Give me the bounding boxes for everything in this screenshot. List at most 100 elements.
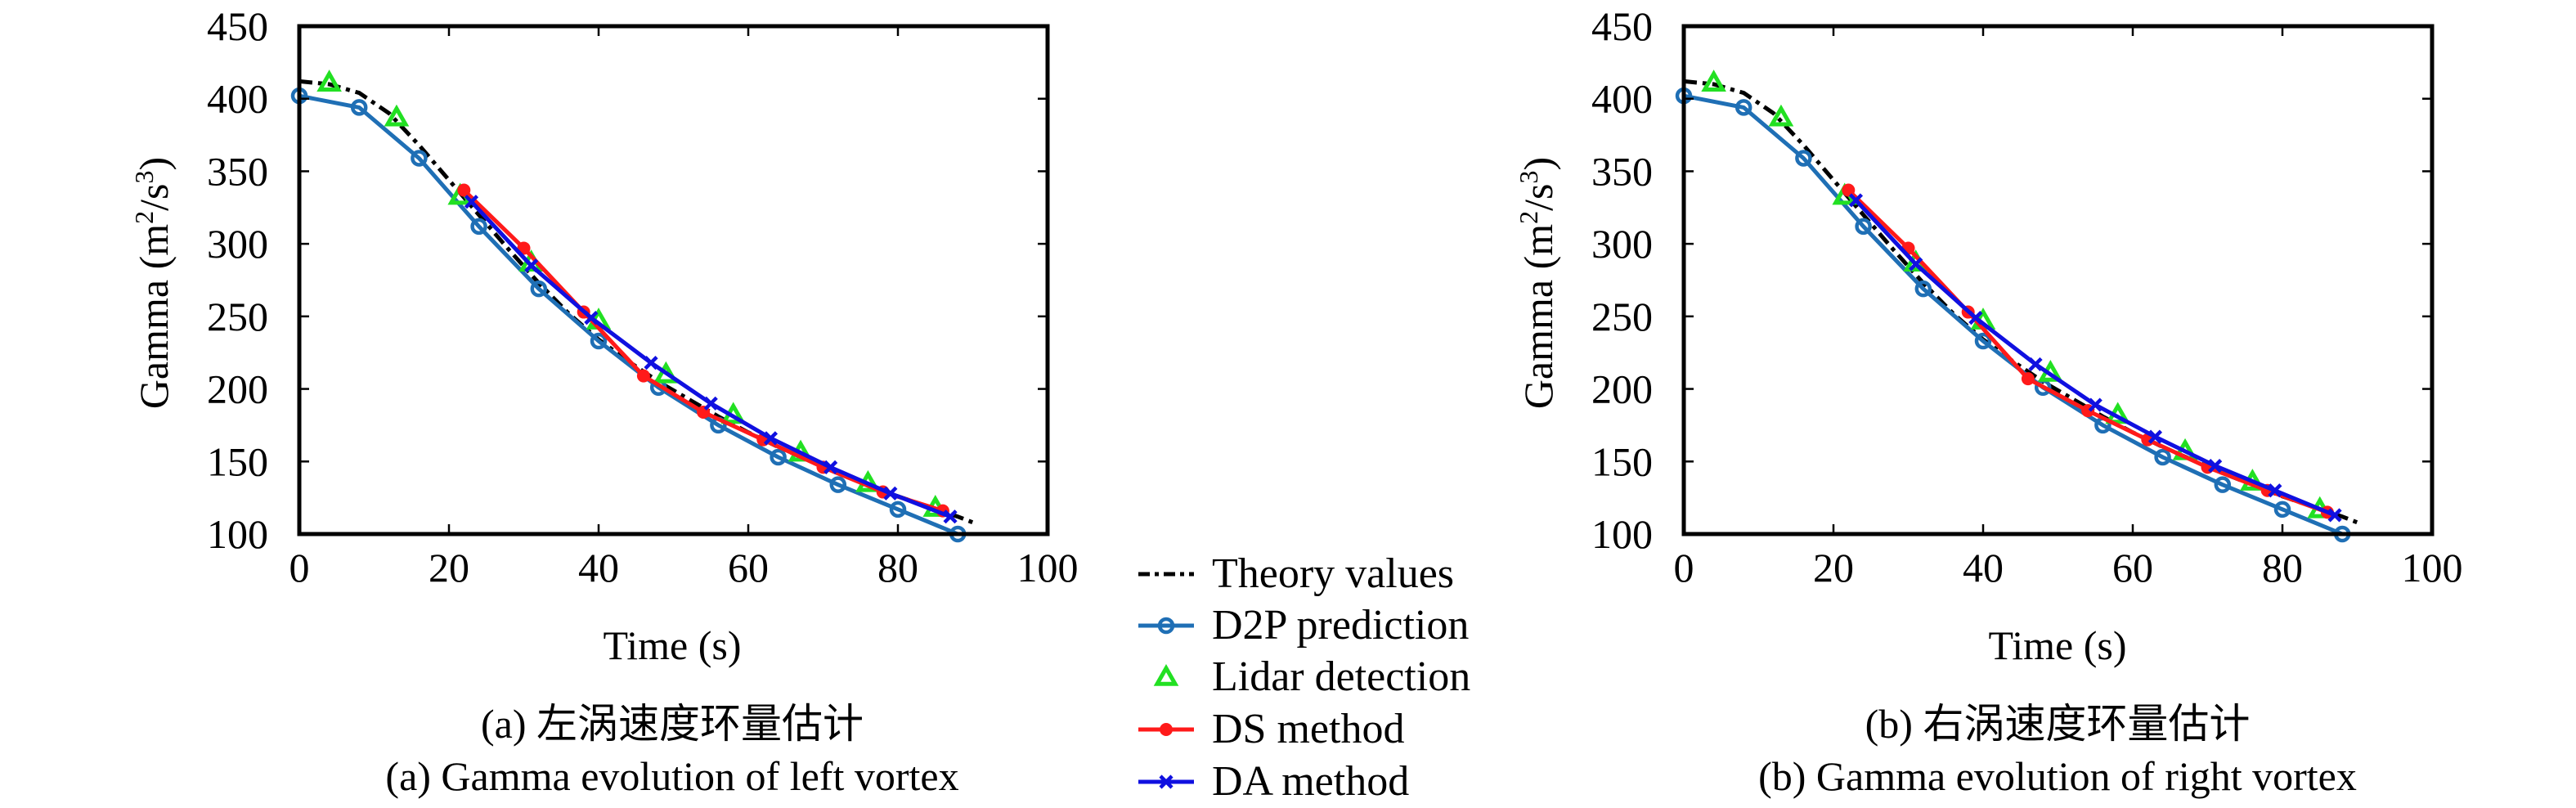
- series-line-d2p-prediction: [1683, 93, 2344, 536]
- data-point-lidar-detection: [653, 361, 679, 384]
- data-point-da-method: [2088, 397, 2103, 412]
- y-tick-label: 200: [1591, 366, 1653, 412]
- y-tick-label: 250: [1591, 294, 1653, 339]
- data-point-d2p-prediction: [1974, 332, 1992, 350]
- plot-area: [290, 70, 974, 543]
- data-point-d2p-prediction: [590, 332, 608, 350]
- data-point-da-method: [2208, 459, 2223, 474]
- x-tick-label: 80: [877, 545, 918, 590]
- data-point-d2p-prediction: [889, 501, 907, 518]
- data-point-lidar-detection: [316, 70, 342, 92]
- data-point-da-method: [703, 396, 718, 411]
- legend-swatch-x-line: [1138, 774, 1194, 789]
- x-tick-label: 60: [2112, 545, 2153, 590]
- legend-swatch-circle-line: [1138, 617, 1194, 635]
- data-point-d2p-prediction: [350, 99, 368, 116]
- y-tick-label: 450: [207, 3, 268, 49]
- legend: Theory values D2P prediction Lidar detec…: [1138, 550, 1470, 805]
- caption-chinese: (a) 左涡速度环量估计: [481, 701, 864, 747]
- y-tick-label: 350: [1591, 148, 1653, 194]
- legend-label: DA method: [1212, 758, 1409, 805]
- x-axis-label: Time (s): [603, 622, 741, 668]
- legend-label: DS method: [1212, 706, 1404, 752]
- data-point-da-method: [644, 356, 658, 370]
- series-da-method: [1848, 193, 2342, 523]
- data-point-d2p-prediction: [411, 150, 428, 167]
- y-axis-label: Gamma (m2/s3): [129, 157, 177, 409]
- data-point-d2p-prediction: [1914, 280, 1932, 298]
- y-tick-label: 200: [207, 366, 268, 412]
- plot-frame: [297, 24, 1050, 536]
- legend-label: Theory values: [1212, 550, 1454, 597]
- y-tick-label: 100: [1591, 511, 1653, 557]
- legend-entry-d2p: D2P prediction: [1138, 602, 1469, 649]
- y-tick-label: 150: [1591, 438, 1653, 484]
- caption-chinese: (b) 右涡速度环量估计: [1865, 701, 2251, 747]
- series-line-theory-values: [1683, 79, 2358, 525]
- x-tick-label: 20: [429, 545, 469, 590]
- series-line-ds-method: [1847, 188, 2328, 514]
- x-tick-label: 0: [1674, 545, 1694, 590]
- series-da-method: [464, 195, 958, 524]
- caption-english: (a) Gamma evolution of left vortex: [385, 753, 958, 799]
- data-point-lidar-detection: [1701, 70, 1726, 92]
- y-axis-label: Gamma (m2/s3): [1514, 157, 1561, 409]
- legend-marker: [1157, 617, 1175, 635]
- series-theory-values: [1683, 79, 2358, 525]
- legend-entry-ds: DS method: [1138, 706, 1404, 752]
- series-ds-method: [457, 183, 949, 518]
- legend-entry-da: DA method: [1138, 758, 1409, 805]
- x-tick-label: 60: [728, 545, 769, 590]
- series-d2p-prediction: [290, 87, 967, 543]
- plot-frame: [1681, 24, 2435, 536]
- chart-left-vortex: Gamma (m2/s3) Time (s) (a) 左涡速度环量估计 (a) …: [129, 3, 1079, 799]
- data-point-da-method: [883, 486, 898, 501]
- legend-entry-lidar: Lidar detection: [1153, 653, 1470, 700]
- y-tick-label: 150: [207, 438, 268, 484]
- x-tick-label: 40: [578, 545, 619, 590]
- series-line-d2p-prediction: [298, 93, 959, 536]
- chart-right-vortex: Gamma (m2/s3) Time (s) (b) 右涡速度环量估计 (b) …: [1514, 3, 2463, 799]
- data-point-d2p-prediction: [2214, 476, 2232, 493]
- x-axis-label: Time (s): [1988, 622, 2126, 668]
- data-point-ds-method: [636, 369, 650, 383]
- data-point-da-method: [524, 258, 539, 273]
- y-tick-label: 350: [207, 148, 268, 194]
- data-point-da-method: [763, 431, 779, 446]
- data-point-d2p-prediction: [2273, 501, 2291, 518]
- data-point-da-method: [1848, 193, 1864, 208]
- data-point-da-method: [943, 509, 958, 524]
- series-line-da-method: [469, 200, 951, 519]
- data-point-da-method: [464, 195, 479, 209]
- series-line-da-method: [1854, 199, 2336, 518]
- y-tick-label: 400: [1591, 76, 1653, 122]
- data-point-lidar-detection: [384, 104, 410, 127]
- data-point-da-method: [1909, 257, 1923, 272]
- data-point-da-method: [2268, 483, 2282, 498]
- data-point-da-method: [2147, 429, 2163, 444]
- legend-label: D2P prediction: [1212, 602, 1469, 649]
- data-point-ds-method: [2021, 372, 2035, 386]
- legend-entry-theory: Theory values: [1138, 550, 1454, 597]
- y-tick-label: 250: [207, 294, 268, 339]
- data-point-d2p-prediction: [2154, 448, 2171, 466]
- series-d2p-prediction: [1675, 87, 2351, 543]
- data-point-da-method: [1968, 311, 1983, 325]
- x-tick-label: 40: [1963, 545, 2004, 590]
- data-point-d2p-prediction: [1795, 150, 1812, 167]
- data-point-d2p-prediction: [829, 476, 847, 493]
- legend-marker: [1159, 774, 1174, 789]
- series-line-ds-method: [462, 188, 944, 513]
- y-tick-label: 400: [207, 76, 268, 122]
- data-point-ds-method: [1842, 183, 1856, 197]
- legend-swatch-triangle: [1153, 663, 1179, 686]
- y-tick-label: 450: [1591, 3, 1653, 49]
- data-point-d2p-prediction: [530, 280, 548, 298]
- x-tick-label: 80: [2262, 545, 2303, 590]
- data-point-d2p-prediction: [470, 218, 487, 236]
- y-tick-label: 300: [207, 221, 268, 267]
- data-point-da-method: [2028, 357, 2043, 371]
- y-tick-label: 300: [1591, 221, 1653, 267]
- legend-marker: [1153, 663, 1179, 686]
- legend-swatch-dot-line: [1138, 723, 1194, 736]
